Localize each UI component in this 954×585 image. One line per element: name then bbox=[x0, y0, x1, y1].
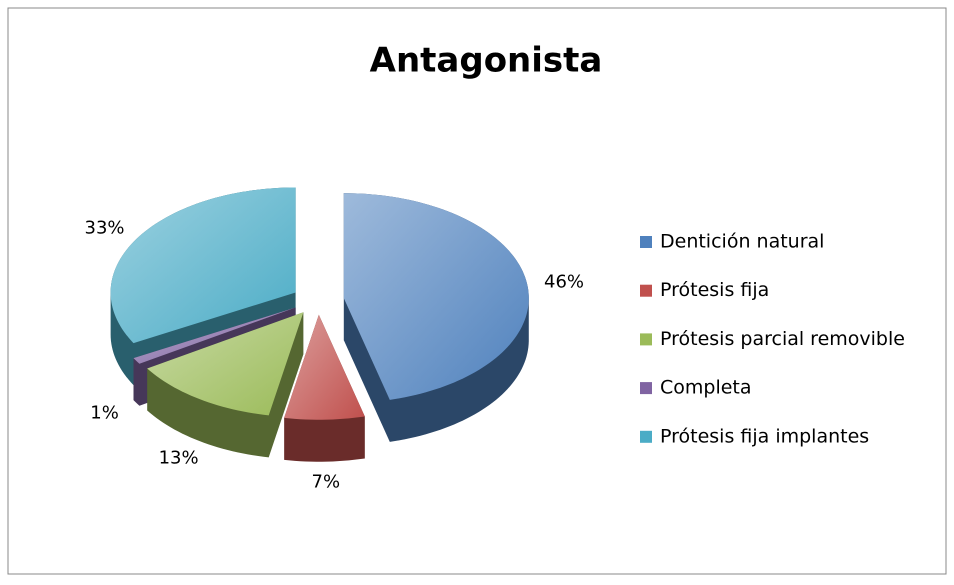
chart-title: Antagonista bbox=[370, 41, 603, 81]
slice bbox=[110, 187, 296, 344]
legend-swatch bbox=[640, 284, 652, 297]
data-label: 33% bbox=[85, 217, 125, 238]
legend-swatch bbox=[640, 333, 652, 346]
legend-swatch bbox=[640, 430, 652, 443]
legend-label: Prótesis parcial removible bbox=[660, 328, 905, 350]
data-label: 13% bbox=[159, 447, 199, 468]
slice bbox=[343, 193, 529, 400]
data-label: 7% bbox=[312, 472, 341, 493]
data-label: 46% bbox=[544, 271, 584, 292]
data-label: 1% bbox=[90, 403, 119, 424]
legend-label: Dentición natural bbox=[660, 231, 824, 253]
legend-swatch bbox=[640, 236, 652, 248]
slice bbox=[147, 312, 304, 416]
legend-label: Prótesis fija implantes bbox=[660, 425, 869, 447]
slice bbox=[284, 314, 365, 420]
legend-label: Prótesis fija bbox=[660, 279, 769, 301]
slice bbox=[133, 307, 296, 364]
legend-swatch bbox=[640, 382, 652, 395]
legend-label: Completa bbox=[660, 377, 752, 399]
